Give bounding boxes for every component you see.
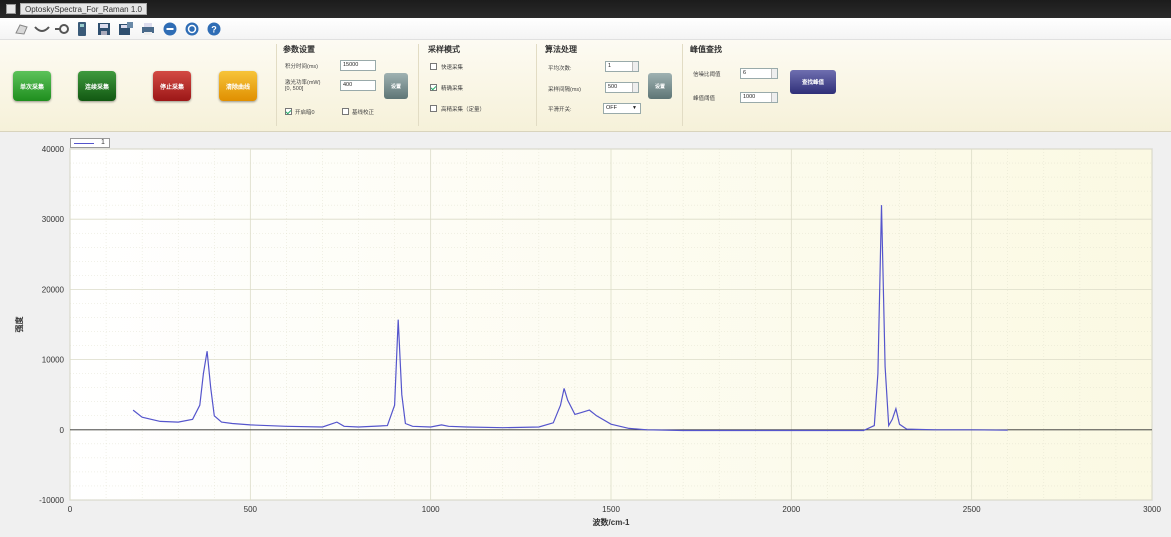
params-group-title: 参数设置 (283, 45, 315, 54)
divider (536, 44, 537, 126)
clear-curve-button[interactable]: 清除曲线 (219, 71, 257, 101)
x-tick-label: 2000 (782, 505, 800, 514)
divider (682, 44, 683, 126)
help-icon[interactable]: ? (206, 21, 222, 37)
smooth-select[interactable]: OFF ▼ (603, 103, 641, 114)
threshold-label: 峰值阈值 (693, 96, 716, 102)
avg-spinner[interactable] (632, 62, 638, 71)
y-tick-label: 10000 (42, 356, 65, 365)
laser-power-label: 激光功率(mW) (285, 80, 321, 86)
algo-group-title: 算法处理 (545, 45, 577, 54)
control-panel: 单次采集 连续采集 停止采集 清除曲线 参数设置 积分时间(ms) 15000 … (0, 40, 1171, 132)
stop-acquire-button[interactable]: 停止采集 (153, 71, 191, 101)
curve-icon[interactable] (34, 21, 50, 37)
window-label: 采样间隔(ms) (548, 87, 581, 93)
y-tick-label: 40000 (42, 145, 65, 154)
laser-power-range-label: [0, 500] (285, 86, 304, 92)
snr-label: 信噪比阈值 (693, 72, 721, 78)
legend: 1 (70, 138, 110, 148)
smooth-label: 平滑开关: (548, 107, 572, 113)
device-icon[interactable] (74, 21, 90, 37)
divider (276, 44, 277, 126)
series-line (132, 205, 1008, 432)
fast-mode-checkbox[interactable] (430, 63, 437, 70)
threshold-value: 1000 (743, 94, 756, 100)
integration-time-label: 积分时间(ms) (285, 64, 318, 70)
find-peak-button[interactable]: 查找峰值 (790, 70, 836, 94)
avg-label: 平均次数: (548, 66, 572, 72)
zoom-icon[interactable] (54, 21, 70, 37)
precise-mode-checkbox[interactable] (430, 84, 437, 91)
title-bar: OptoskySpectra_For_Raman 1.0 (0, 0, 1171, 18)
window-spinner[interactable] (632, 83, 638, 92)
y-tick-label: 0 (60, 426, 65, 435)
precise-mode-label: 精确采集 (441, 86, 464, 92)
dark-label: 开启暗0 (295, 110, 315, 116)
avg-value: 1 (608, 63, 612, 69)
laser-power-input[interactable]: 400 (340, 80, 376, 91)
single-acquire-button[interactable]: 单次采集 (13, 71, 51, 101)
print-icon[interactable] (140, 21, 156, 37)
window-title: OptoskySpectra_For_Raman 1.0 (20, 3, 147, 15)
avg-input[interactable]: 1 (605, 61, 639, 72)
peak-group-title: 峰值查找 (690, 45, 722, 54)
legend-swatch (74, 143, 94, 144)
algo-set-button[interactable]: 设置 (648, 73, 672, 99)
snr-input[interactable]: 6 (740, 68, 778, 79)
y-tick-label: -10000 (39, 496, 64, 505)
mode-group-title: 采样模式 (428, 45, 460, 54)
smooth-value: OFF (606, 105, 617, 111)
save-as-icon[interactable] (118, 21, 134, 37)
chart-area: 0 500 1000 1500 2000 2500 3000 -10000 0 10000 2000… (0, 132, 1171, 537)
y-tick-label: 20000 (42, 285, 65, 294)
x-tick-label: 1500 (602, 505, 620, 514)
x-tick-label: 3000 (1143, 505, 1161, 514)
legend-label: 1 (101, 139, 105, 146)
chevron-down-icon: ▼ (632, 105, 637, 111)
x-axis-title: 波数/cm-1 (593, 517, 630, 527)
continuous-acquire-button[interactable]: 连续采集 (78, 71, 116, 101)
spectrum-chart[interactable]: 0 500 1000 1500 2000 2500 3000 -10000 0 10000 2000… (0, 132, 1171, 537)
open-icon[interactable] (14, 21, 30, 37)
x-tick-label: 500 (244, 505, 258, 514)
x-tick-label: 0 (68, 505, 73, 514)
snr-value: 6 (743, 70, 747, 76)
window-value: 500 (608, 84, 618, 90)
threshold-input[interactable]: 1000 (740, 92, 778, 103)
y-axis-title: 强度 (14, 316, 24, 333)
save-icon[interactable] (96, 21, 112, 37)
app-icon (6, 4, 16, 14)
svg-text:?: ? (211, 25, 217, 35)
zoom-in-icon[interactable] (162, 21, 178, 37)
baseline-checkbox[interactable] (342, 108, 349, 115)
high-mode-label: 高精采集（定量） (441, 107, 486, 113)
snr-spinner[interactable] (771, 69, 777, 78)
x-tick-label: 2500 (963, 505, 981, 514)
divider (418, 44, 419, 126)
baseline-label: 基线校正 (352, 110, 375, 116)
params-set-button[interactable]: 设置 (384, 73, 408, 99)
zoom-out-icon[interactable] (184, 21, 200, 37)
dark-checkbox[interactable] (285, 108, 292, 115)
fast-mode-label: 快速采集 (441, 65, 464, 71)
toolbar: ? (0, 18, 1171, 40)
x-tick-label: 1000 (422, 505, 440, 514)
high-mode-checkbox[interactable] (430, 105, 437, 112)
y-tick-label: 30000 (42, 215, 65, 224)
window-input[interactable]: 500 (605, 82, 639, 93)
threshold-spinner[interactable] (771, 93, 777, 102)
integration-time-input[interactable]: 15000 (340, 60, 376, 71)
